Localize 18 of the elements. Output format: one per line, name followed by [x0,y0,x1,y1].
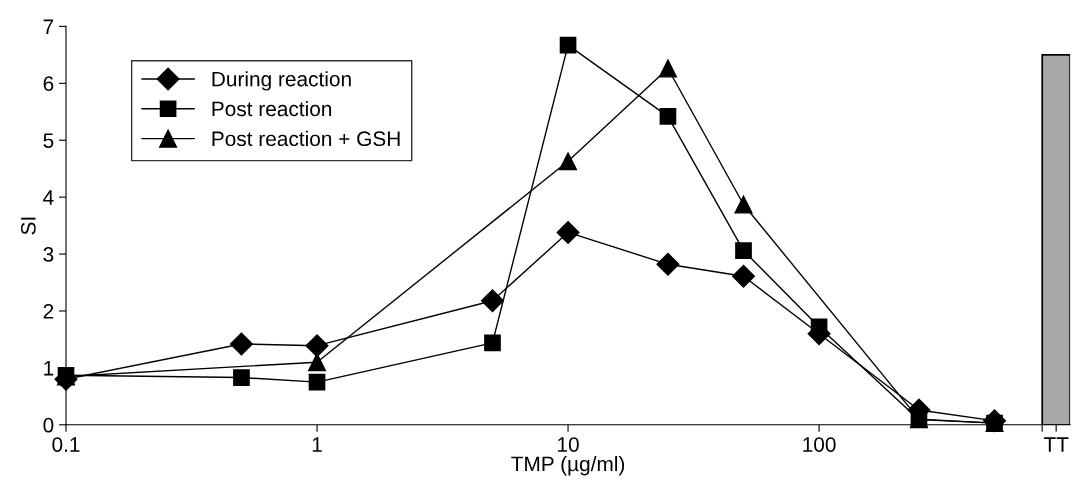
x-tick-label: 1 [312,437,322,452]
legend-label: During reaction [212,71,351,91]
y-tick-label: 4 [43,190,54,205]
x-tick-label: 0.1 [52,437,80,452]
legend-label: Post reaction + GSH [212,130,400,147]
y-tick-label: 3 [43,247,54,262]
y-axis-title: SI [20,217,36,235]
y-tick-label: 5 [43,133,54,148]
x-tick-label: TT [1043,437,1069,452]
y-tick-label: 7 [43,19,54,34]
x-axis-title: TMP (µg/ml) [511,456,625,476]
y-tick-label: 6 [43,76,54,92]
x-tick-label: 10 [558,437,579,452]
x-tick-label: 100 [803,437,836,452]
y-tick-label: 1 [44,361,54,376]
y-tick-label: 2 [43,303,54,319]
y-tick-label: 0 [43,417,54,433]
legend-label: Post reaction [212,100,332,117]
